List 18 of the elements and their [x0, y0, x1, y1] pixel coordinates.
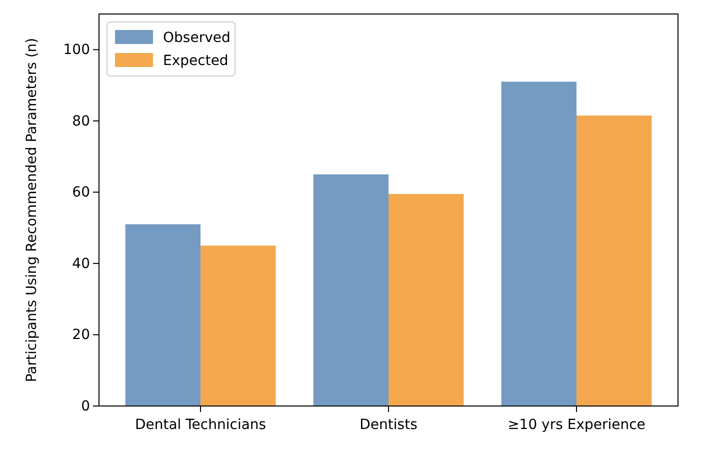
- x-tick-label: ≥10 yrs Experience: [508, 417, 646, 433]
- bar: [313, 174, 388, 406]
- bar: [501, 82, 576, 406]
- y-tick-label: 60: [72, 184, 90, 201]
- bar: [200, 246, 276, 406]
- y-tick-label: 40: [72, 256, 90, 272]
- bar: [125, 224, 201, 406]
- y-tick-label: 80: [72, 113, 90, 130]
- y-tick-label: 20: [72, 327, 90, 344]
- legend-label: Observed: [163, 30, 230, 46]
- bar: [388, 194, 464, 406]
- x-tick-label: Dentists: [360, 417, 418, 433]
- y-tick-label: 0: [81, 398, 90, 414]
- y-axis-title: Participants Using Recommended Parameters (n): [24, 38, 40, 382]
- legend-label: Expected: [163, 53, 228, 69]
- y-tick-label: 100: [63, 42, 90, 58]
- x-tick-label: Dental Technicians: [134, 417, 266, 433]
- bar: [576, 116, 652, 406]
